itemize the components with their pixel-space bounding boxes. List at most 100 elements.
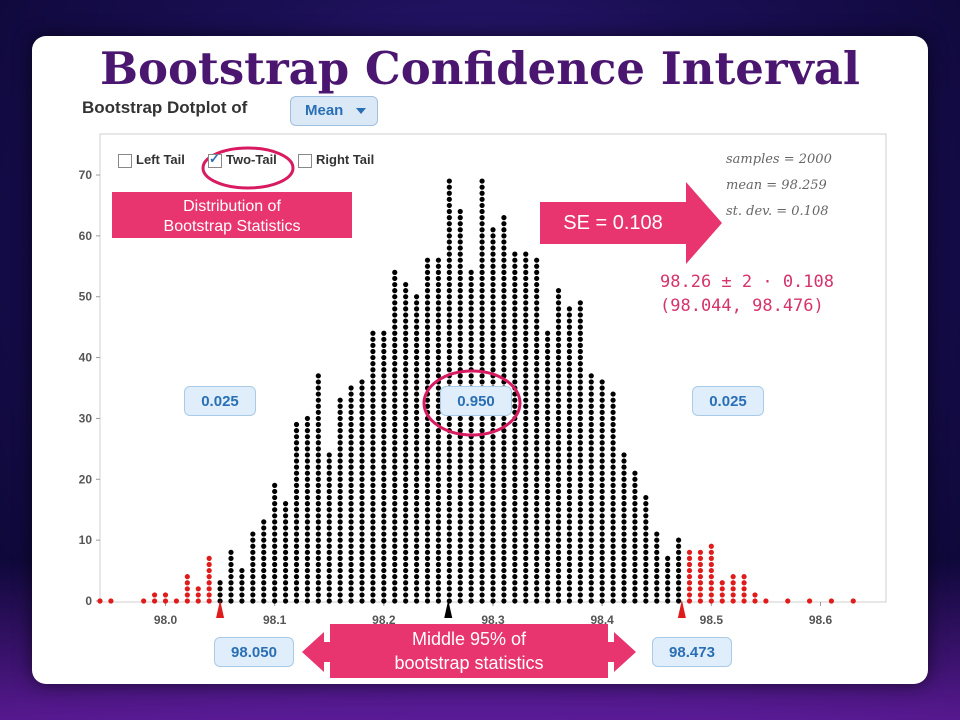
dot — [370, 330, 376, 336]
dot — [599, 531, 605, 537]
dot — [534, 434, 540, 440]
dot — [403, 464, 409, 470]
two-tail-label: Two-Tail — [226, 152, 277, 167]
dot — [632, 519, 638, 525]
right-tail-checkbox[interactable] — [298, 153, 312, 168]
y-tick-label: 50 — [79, 290, 93, 304]
dot — [534, 567, 540, 574]
dot — [643, 586, 649, 592]
two-tail-option[interactable]: Two-Tail — [208, 151, 277, 168]
tail-dot — [184, 598, 190, 604]
dot — [555, 361, 562, 367]
dot — [315, 476, 321, 482]
dot — [468, 354, 474, 361]
dot — [577, 409, 583, 415]
dot — [293, 549, 300, 555]
dot — [588, 580, 594, 586]
tail-dot — [741, 574, 747, 580]
dot — [632, 531, 638, 537]
dot — [424, 470, 431, 476]
dot — [348, 580, 354, 586]
dot — [457, 501, 463, 507]
dot — [599, 470, 605, 476]
dot — [315, 580, 321, 586]
tail-dot — [708, 580, 714, 586]
dot — [315, 458, 321, 464]
dot — [457, 330, 463, 336]
dot — [490, 507, 496, 513]
dot — [566, 586, 573, 592]
tail-dot — [708, 598, 714, 604]
dot — [315, 549, 321, 555]
left-tail-proportion[interactable]: 0.025 — [184, 386, 256, 416]
dot — [293, 440, 300, 446]
dot — [479, 361, 485, 367]
dot — [392, 300, 398, 306]
dot — [479, 488, 485, 495]
dot — [304, 446, 311, 452]
dot — [643, 507, 649, 513]
dot — [479, 300, 485, 306]
dot — [413, 574, 420, 580]
dot — [599, 440, 605, 446]
dot — [403, 391, 409, 397]
dot — [304, 574, 311, 580]
tail-dot — [697, 549, 704, 555]
left-tail-checkbox[interactable] — [118, 153, 132, 168]
dot — [359, 586, 365, 592]
left-tail-option[interactable]: Left Tail — [118, 152, 185, 168]
dot — [490, 494, 496, 501]
dot — [523, 470, 529, 476]
dot — [577, 537, 583, 543]
dot — [381, 336, 387, 342]
tail-dot — [195, 586, 201, 592]
dot — [555, 592, 562, 598]
dot — [424, 336, 431, 342]
dot — [304, 586, 311, 592]
middle-proportion[interactable]: 0.950 — [440, 386, 512, 416]
statistic-dropdown[interactable]: Mean — [290, 96, 378, 126]
dot — [457, 215, 463, 221]
lower-endpoint[interactable]: 98.050 — [214, 637, 294, 667]
dot — [654, 598, 660, 604]
dot — [621, 592, 627, 598]
right-tail-option[interactable]: Right Tail — [298, 152, 374, 168]
dot — [566, 373, 573, 379]
dot — [403, 336, 409, 342]
dot — [337, 421, 343, 428]
middle-proportion-highlight-circle — [422, 369, 522, 437]
dot — [446, 549, 452, 555]
right-tail-proportion[interactable]: 0.025 — [692, 386, 764, 416]
dot — [304, 415, 311, 422]
dot — [446, 452, 452, 458]
dot — [261, 555, 267, 562]
dot — [304, 464, 311, 470]
dot — [381, 507, 387, 513]
dot — [588, 507, 594, 513]
tail-dot — [708, 574, 714, 580]
upper-endpoint[interactable]: 98.473 — [652, 637, 732, 667]
dot — [337, 598, 343, 604]
dot — [479, 567, 485, 574]
dot — [512, 446, 518, 452]
dot — [381, 470, 387, 476]
dot — [424, 580, 431, 586]
dot — [315, 561, 321, 568]
dot — [457, 324, 463, 330]
two-tail-checkbox[interactable] — [208, 151, 222, 168]
dot — [457, 555, 463, 562]
dot — [632, 567, 638, 574]
tail-dot — [697, 598, 704, 604]
dot — [621, 574, 627, 580]
dot — [490, 233, 496, 239]
dot — [675, 561, 682, 568]
dot — [370, 458, 376, 464]
dot — [588, 397, 594, 403]
dot — [435, 269, 442, 275]
dot — [534, 513, 540, 519]
dot — [293, 543, 300, 549]
dot — [304, 555, 311, 562]
dot — [293, 434, 300, 440]
dot — [512, 318, 518, 324]
dot — [599, 580, 605, 586]
